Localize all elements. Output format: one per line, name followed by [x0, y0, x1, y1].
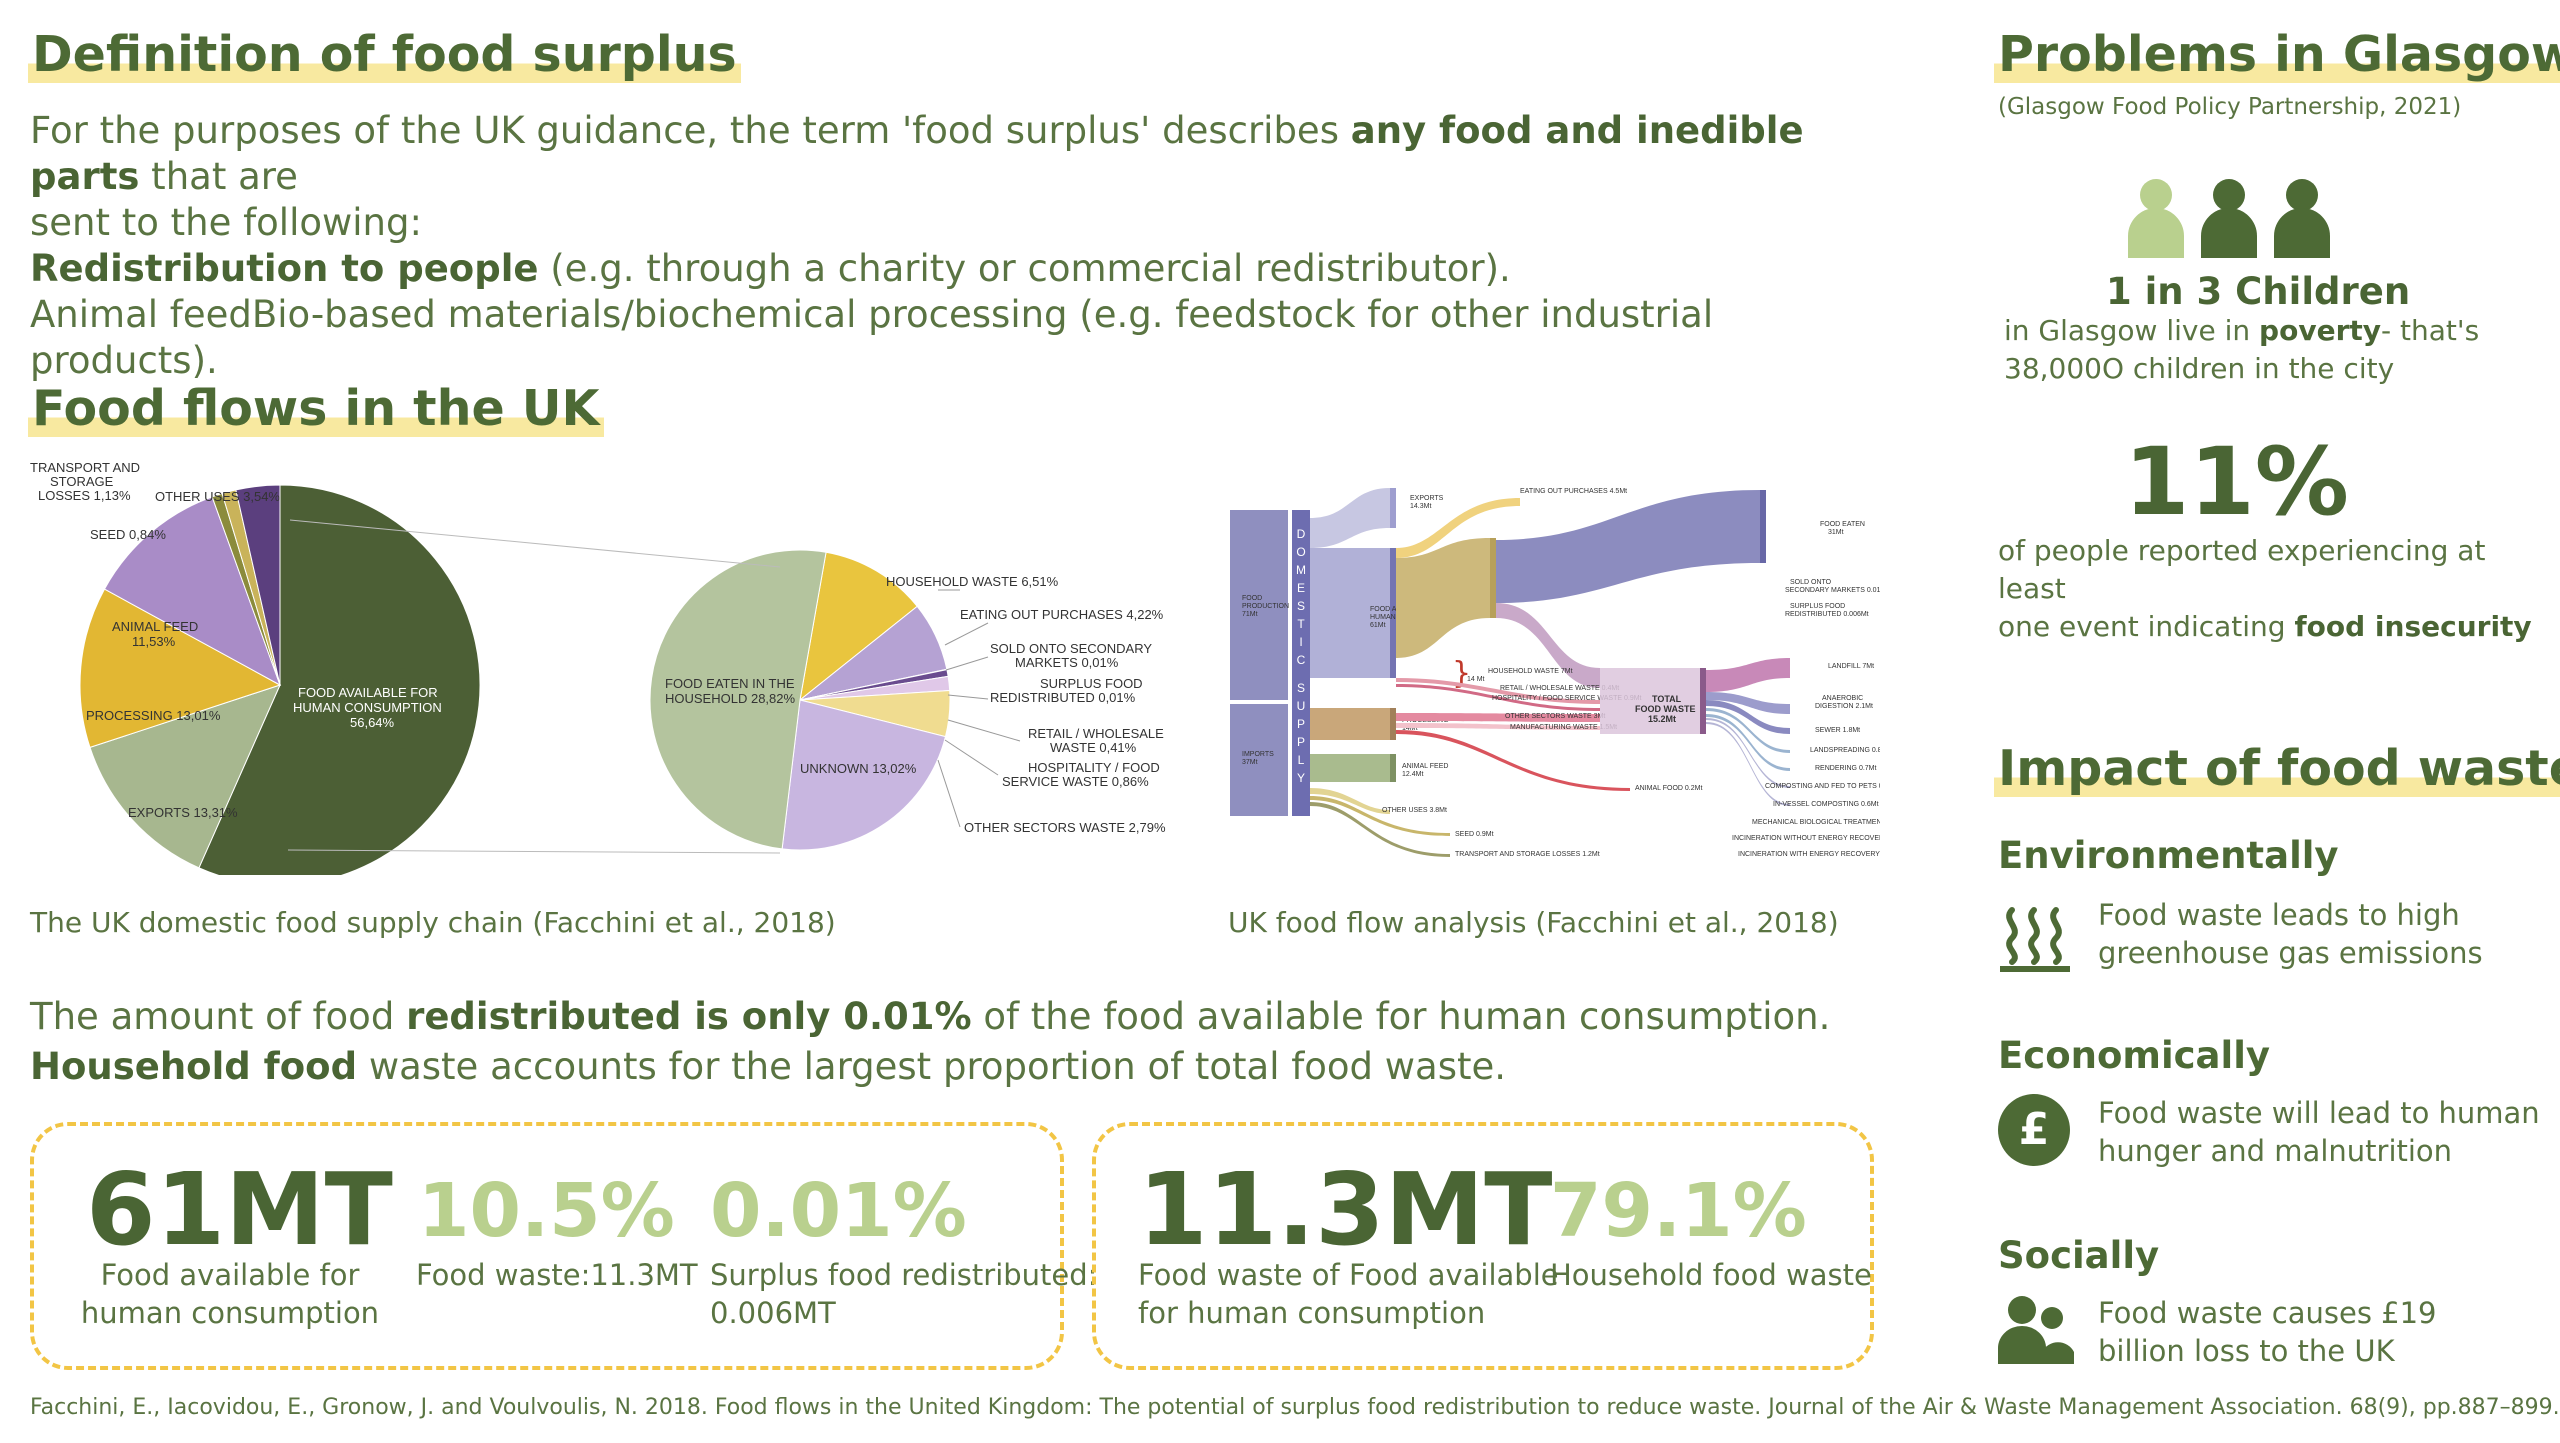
sankey-node-imports: [1230, 704, 1288, 816]
caption-left: The UK domestic food supply chain (Facch…: [30, 906, 836, 939]
pie2-label-surplus: SURPLUS FOOD REDISTRIBUTED 0,01%: [990, 676, 1143, 705]
pie1-slice-0: [198, 484, 481, 875]
stat-surplus-value: 0.01%: [710, 1168, 967, 1254]
pie-charts: TRANSPORT AND STORAGE LOSSES 1,13% OTHER U…: [30, 460, 1166, 875]
children-stat: 1 in 3 Children: [2106, 270, 2411, 313]
people-icons: [2126, 178, 2336, 258]
stat-household-caption: Household food waste: [1550, 1258, 1872, 1292]
pie2-label-eating-out: EATING OUT PURCHASES 4,22%: [960, 607, 1164, 622]
sankey-label-food-eaten: FOOD EATEN 31Mt: [1820, 521, 1865, 536]
definition-text: For the purposes of the UK guidance, the…: [30, 109, 1804, 382]
stat-household-value: 79.1%: [1550, 1168, 1807, 1254]
definition-title: Definition of food surplus: [28, 26, 741, 83]
eco-heading: Economically: [1998, 1034, 2271, 1077]
sankey-label-surplus: SURPLUS FOOD REDISTRIBUTED 0.006Mt: [1785, 603, 1869, 618]
flows-title: Food flows in the UK: [28, 380, 604, 437]
pie1-label-processing: PROCESSING 13,01%: [86, 708, 221, 723]
sankey-label-sewer: SEWER 1.8Mt: [1815, 727, 1860, 734]
pie1-slice-1: [89, 684, 281, 869]
pie2-slice-7: [781, 699, 947, 851]
pie2-slice-0: [799, 551, 918, 702]
pie2-label-retail: RETAIL / WHOLESALE WASTE 0,41%: [1028, 726, 1164, 755]
pie2-label-eaten: FOOD EATEN IN THE HOUSEHOLD 28,82%: [665, 676, 795, 706]
sankey-label-exports: EXPORTS 14.3Mt: [1410, 495, 1444, 510]
person-icon-light: [2128, 179, 2184, 258]
food-insecurity-percent: 11%: [2124, 428, 2349, 537]
pie1-label-other: OTHER USES 3,54%: [155, 489, 280, 504]
sankey-label-bracket: 14 Mt: [1467, 676, 1485, 683]
food-insecurity-text: of people reported experiencing at least…: [1998, 534, 2532, 643]
sankey-label-other-uses: OTHER USES 3.8Mt: [1382, 807, 1447, 814]
sankey-label-transport: TRANSPORT AND STORAGE LOSSES 1.2Mt: [1455, 851, 1600, 858]
eco-text: Food waste will lead to human hunger and …: [2098, 1096, 2540, 1168]
sankey-bracket: }: [1452, 656, 1471, 691]
sankey-label-invessel: IN-VESSEL COMPOSTING 0.6Mt: [1773, 801, 1879, 808]
env-text: Food waste leads to high greenhouse gas e…: [2098, 898, 2483, 970]
pound-icon: £: [1998, 1094, 2070, 1166]
stat-food-waste-value: 10.5%: [418, 1168, 675, 1254]
sankey-label-mbt: MECHANICAL BIOLOGICAL TREATMENT 0.3Mt: [1752, 819, 1880, 826]
stats-box-2: [1092, 1122, 1874, 1370]
sankey-label-total: TOTAL FOOD WASTE 15.2Mt: [1635, 694, 1696, 724]
heat-waves-icon: [1998, 902, 2074, 974]
stat-surplus-caption: Surplus food redistributed: 0.006MT: [710, 1258, 1098, 1330]
sankey-label-incineration: INCINERATION WITHOUT ENERGY RECOVERY 0.2…: [1732, 835, 1880, 842]
stat-food-available-caption: Food available for human consumption: [80, 1258, 380, 1330]
stats-box-1: [30, 1122, 1064, 1370]
flows-summary: The amount of food redistributed is only…: [30, 995, 1831, 1088]
pie1-slice-2: [79, 588, 282, 749]
children-text: in Glasgow live in poverty- that's 38,00…: [2004, 314, 2480, 385]
pie2-label-unknown: UNKNOWN 13,02%: [800, 761, 917, 776]
stat-waste-total-value: 11.3MT: [1138, 1151, 1553, 1268]
sankey-label-household-waste: HOUSEHOLD WASTE 7Mt: [1488, 668, 1573, 675]
glasgow-source: (Glasgow Food Policy Partnership, 2021): [1998, 94, 2462, 120]
soc-heading: Socially: [1998, 1234, 2160, 1277]
sankey-label-landspreading: LANDSPREADING 0.8Mt: [1810, 747, 1880, 754]
soc-text: Food waste causes £19 billion loss to the…: [2098, 1296, 2437, 1368]
sankey-label-eating-out: EATING OUT PURCHASES 4.5Mt: [1520, 488, 1627, 495]
sankey-label-other-sectors: OTHER SECTORS WASTE 3Mt: [1505, 713, 1605, 720]
pie2-label-household-waste: HOUSEHOLD WASTE 6,51%: [886, 574, 1059, 589]
sankey-label-sold-onto: SOLD ONTO SECONDARY MARKETS 0.01Mt: [1785, 579, 1880, 594]
sankey-label-imports: IMPORTS 37Mt: [1242, 751, 1274, 766]
sankey-label-rendering: RENDERING 0.7Mt: [1815, 765, 1877, 772]
pie2-label-sold: SOLD ONTO SECONDARY MARKETS 0,01%: [990, 641, 1152, 670]
sankey-label-composting: COMPOSTING AND FED TO PETS 0.7Mt: [1765, 783, 1880, 790]
pie1-label-animal: ANIMAL FEED 11,53%: [112, 619, 198, 649]
sankey-label-animal-food: ANIMAL FOOD 0.2Mt: [1635, 785, 1702, 792]
impact-title: Impact of food waste: [1994, 740, 2560, 797]
sankey-node-production: [1230, 510, 1288, 700]
pie1-label-exports: EXPORTS 13,31%: [128, 805, 238, 820]
sankey-label-retail: RETAIL / WHOLESALE WASTE 0.4Mt: [1500, 685, 1619, 692]
person-icon-dark: [2274, 179, 2330, 258]
footer-citation: Facchini, E., Iacovidou, E., Gronow, J. …: [30, 1395, 2560, 1420]
pie2-label-other-sectors: OTHER SECTORS WASTE 2,79%: [964, 820, 1166, 835]
sankey-label-hospitality: HOSPITALITY / FOOD SERVICE WASTE 0.9Mt: [1492, 695, 1642, 702]
sankey-label-landfill: LANDFILL 7Mt: [1828, 663, 1874, 670]
people-icon: [1998, 1294, 2074, 1364]
env-heading: Environmentally: [1998, 834, 2339, 877]
pie1-label-transport: TRANSPORT AND STORAGE LOSSES 1,13%: [30, 460, 140, 503]
sankey-label-incineration-er: INCINERATION WITH ENERGY RECOVERY 0.2Mt: [1738, 851, 1880, 858]
caption-right: UK food flow analysis (Facchini et al., …: [1228, 906, 1839, 939]
sankey-label-production: FOOD PRODUCTION 71Mt: [1242, 595, 1289, 618]
glasgow-title: Problems in Glasgow: [1994, 26, 2560, 83]
sankey-node-domestic: [1292, 510, 1310, 816]
pie2-label-hospitality: HOSPITALITY / FOOD SERVICE WASTE 0,86%: [1002, 760, 1160, 789]
stat-food-waste-caption: Food waste:11.3MT: [416, 1258, 698, 1292]
stat-waste-total-caption: Food waste of Food available for human co…: [1138, 1258, 1559, 1330]
person-icon-dark: [2201, 179, 2257, 258]
pie2-slice-8: [649, 549, 827, 850]
sankey-label-animal-feed: ANIMAL FEED 12.4Mt: [1402, 763, 1448, 778]
pie1-slice-6: [235, 484, 281, 686]
pie1-label-seed: SEED 0,84%: [90, 527, 166, 542]
pie1-slice-3: [103, 496, 281, 687]
stat-food-available-value: 61MT: [86, 1151, 393, 1268]
sankey-label-seed: SEED 0.9Mt: [1455, 831, 1494, 838]
sankey-label-anaerobic: ANAEROBIC DIGESTION 2.1Mt: [1815, 695, 1873, 710]
pie1-label-food-available: FOOD AVAILABLE FOR HUMAN CONSUMPTION 56,64…: [293, 685, 442, 730]
sankey-label-manufacturing: MANUFACTURING WASTE 1.5Mt: [1510, 724, 1617, 731]
